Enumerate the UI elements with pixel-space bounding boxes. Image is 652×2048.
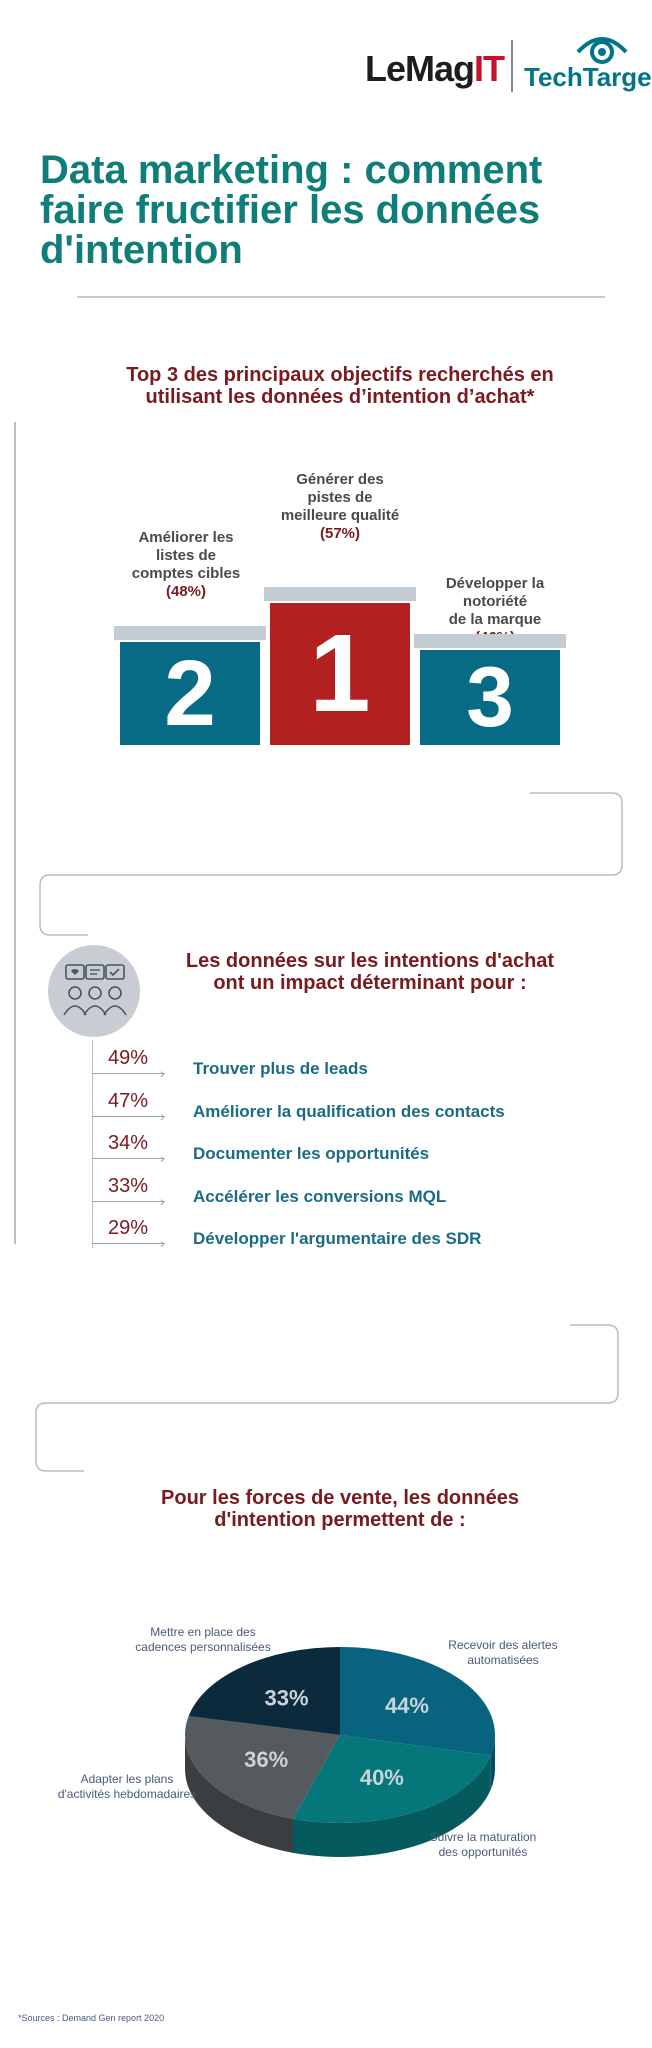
impact-pct: 34%: [108, 1132, 149, 1154]
pie-label-cadences: Mettre en place des cadences personnalis…: [135, 1625, 271, 1654]
connector-2: [35, 1324, 619, 1472]
audience-feedback-icon: [48, 945, 140, 1037]
impact-pct: 47%: [108, 1089, 149, 1112]
left-rail: [14, 422, 16, 1244]
arrow-head-icon: ›: [160, 1107, 165, 1124]
pie-slice: [293, 1735, 491, 1823]
pie-slice-label: 36%: [244, 1747, 288, 1772]
pie-label-plans: Adapter les plans d'activités hebdomadai…: [57, 1772, 197, 1801]
podium-cap-2: [114, 626, 266, 640]
section-3-title: Pour les forces de vente, les données d'…: [161, 1487, 519, 1531]
techtarget-eye-icon: [576, 37, 628, 64]
impact-pct: 33%: [108, 1174, 149, 1197]
pie-label-alerts: Recevoir des alertes automatisées: [448, 1638, 558, 1667]
pie-slice: [340, 1647, 495, 1756]
podium-rank-3: 3: [466, 650, 514, 745]
connector-1: [39, 792, 623, 936]
techtarget-logo: TechTarget: [524, 62, 652, 92]
podium-cap-3: [414, 634, 566, 648]
impact-label: Accélérer les conversions MQL: [193, 1186, 447, 1206]
lemagit-logo: LeMagIT: [365, 48, 505, 89]
pie-slice-label: 33%: [265, 1685, 309, 1710]
podium-block-3: 3: [420, 650, 560, 745]
pie-slice-label: 40%: [360, 1765, 404, 1790]
arrow-head-icon: ›: [160, 1192, 165, 1209]
impact-arrow-line: [93, 1115, 165, 1117]
pie-slice: [185, 1716, 340, 1819]
footnote: *Sources : Demand Gen report 2020: [18, 2013, 165, 2023]
arrow-head-icon: ›: [160, 1150, 165, 1166]
impact-label: Trouver plus de leads: [193, 1059, 368, 1078]
pie-chart: 44% 40% 36% 33%: [184, 1647, 495, 1857]
podium-rank-1: 1: [309, 612, 371, 735]
podium-cap-1: [264, 587, 416, 601]
impact-arrow-line: [93, 1158, 165, 1159]
pie-slice-side: [293, 1755, 491, 1857]
section-1-title: Top 3 des principaux objectifs recherché…: [126, 364, 554, 408]
pie-label-maturation: Suivre la maturation des opportunités: [429, 1830, 537, 1859]
pie-slice-side: [184, 1735, 294, 1853]
page-title: Data marketing : comment faire fructifie…: [40, 148, 543, 272]
list-rail: [92, 1040, 93, 1248]
arrow-head-icon: ›: [160, 1065, 165, 1081]
podium-block-1: 1: [270, 603, 410, 745]
podium-block-2: 2: [120, 642, 260, 745]
pie-slice-side: [490, 1735, 495, 1790]
impact-label: Améliorer la qualification des contacts: [193, 1101, 505, 1121]
pie-slice-label: 44%: [385, 1693, 429, 1718]
impact-pct: 29%: [108, 1217, 149, 1239]
podium-label-1: Générer des pistes de meilleure qualité(…: [280, 471, 400, 542]
arrow-head-icon: ›: [160, 1235, 165, 1251]
podium-rank-2: 2: [164, 641, 216, 745]
impact-arrow-line: [93, 1200, 165, 1202]
impact-arrow-line: [93, 1243, 165, 1244]
impact-label: Documenter les opportunités: [193, 1144, 430, 1163]
title-divider: [77, 296, 605, 298]
logo-separator: [511, 40, 513, 92]
pie-slice: [188, 1647, 340, 1735]
impact-arrow-line: [93, 1073, 165, 1074]
impact-pct: 49%: [108, 1047, 149, 1069]
podium-label-2: Améliorer les listes de comptes cibles (4…: [131, 529, 241, 600]
section-2-title: Les données sur les intentions d'achat o…: [185, 950, 555, 994]
podium-chart: 2 1 3: [0, 0, 652, 760]
impact-label: Développer l'argumentaire des SDR: [193, 1229, 482, 1248]
